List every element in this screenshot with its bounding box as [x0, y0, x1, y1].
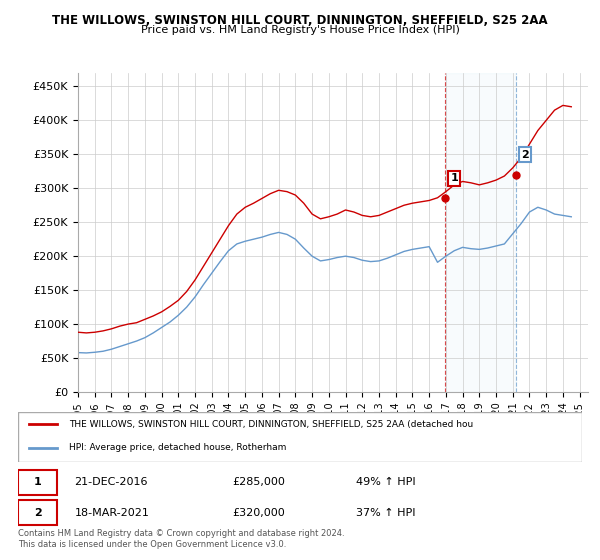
- Text: HPI: Average price, detached house, Rotherham: HPI: Average price, detached house, Roth…: [69, 444, 286, 452]
- Text: Price paid vs. HM Land Registry's House Price Index (HPI): Price paid vs. HM Land Registry's House …: [140, 25, 460, 35]
- Text: 18-MAR-2021: 18-MAR-2021: [74, 508, 149, 518]
- Text: £320,000: £320,000: [232, 508, 285, 518]
- Text: £285,000: £285,000: [232, 477, 285, 487]
- Text: Contains HM Land Registry data © Crown copyright and database right 2024.
This d: Contains HM Land Registry data © Crown c…: [18, 529, 344, 549]
- FancyBboxPatch shape: [18, 470, 58, 494]
- Text: 1: 1: [451, 174, 458, 184]
- Text: 37% ↑ HPI: 37% ↑ HPI: [356, 508, 416, 518]
- Text: 2: 2: [521, 150, 529, 160]
- Text: 21-DEC-2016: 21-DEC-2016: [74, 477, 148, 487]
- Text: THE WILLOWS, SWINSTON HILL COURT, DINNINGTON, SHEFFIELD, S25 2AA (detached hou: THE WILLOWS, SWINSTON HILL COURT, DINNIN…: [69, 419, 473, 429]
- Text: 1: 1: [34, 477, 41, 487]
- Text: 2: 2: [34, 508, 41, 518]
- Bar: [445, 73, 516, 392]
- FancyBboxPatch shape: [18, 501, 58, 525]
- FancyBboxPatch shape: [18, 412, 582, 462]
- Text: THE WILLOWS, SWINSTON HILL COURT, DINNINGTON, SHEFFIELD, S25 2AA: THE WILLOWS, SWINSTON HILL COURT, DINNIN…: [52, 14, 548, 27]
- Text: 49% ↑ HPI: 49% ↑ HPI: [356, 477, 416, 487]
